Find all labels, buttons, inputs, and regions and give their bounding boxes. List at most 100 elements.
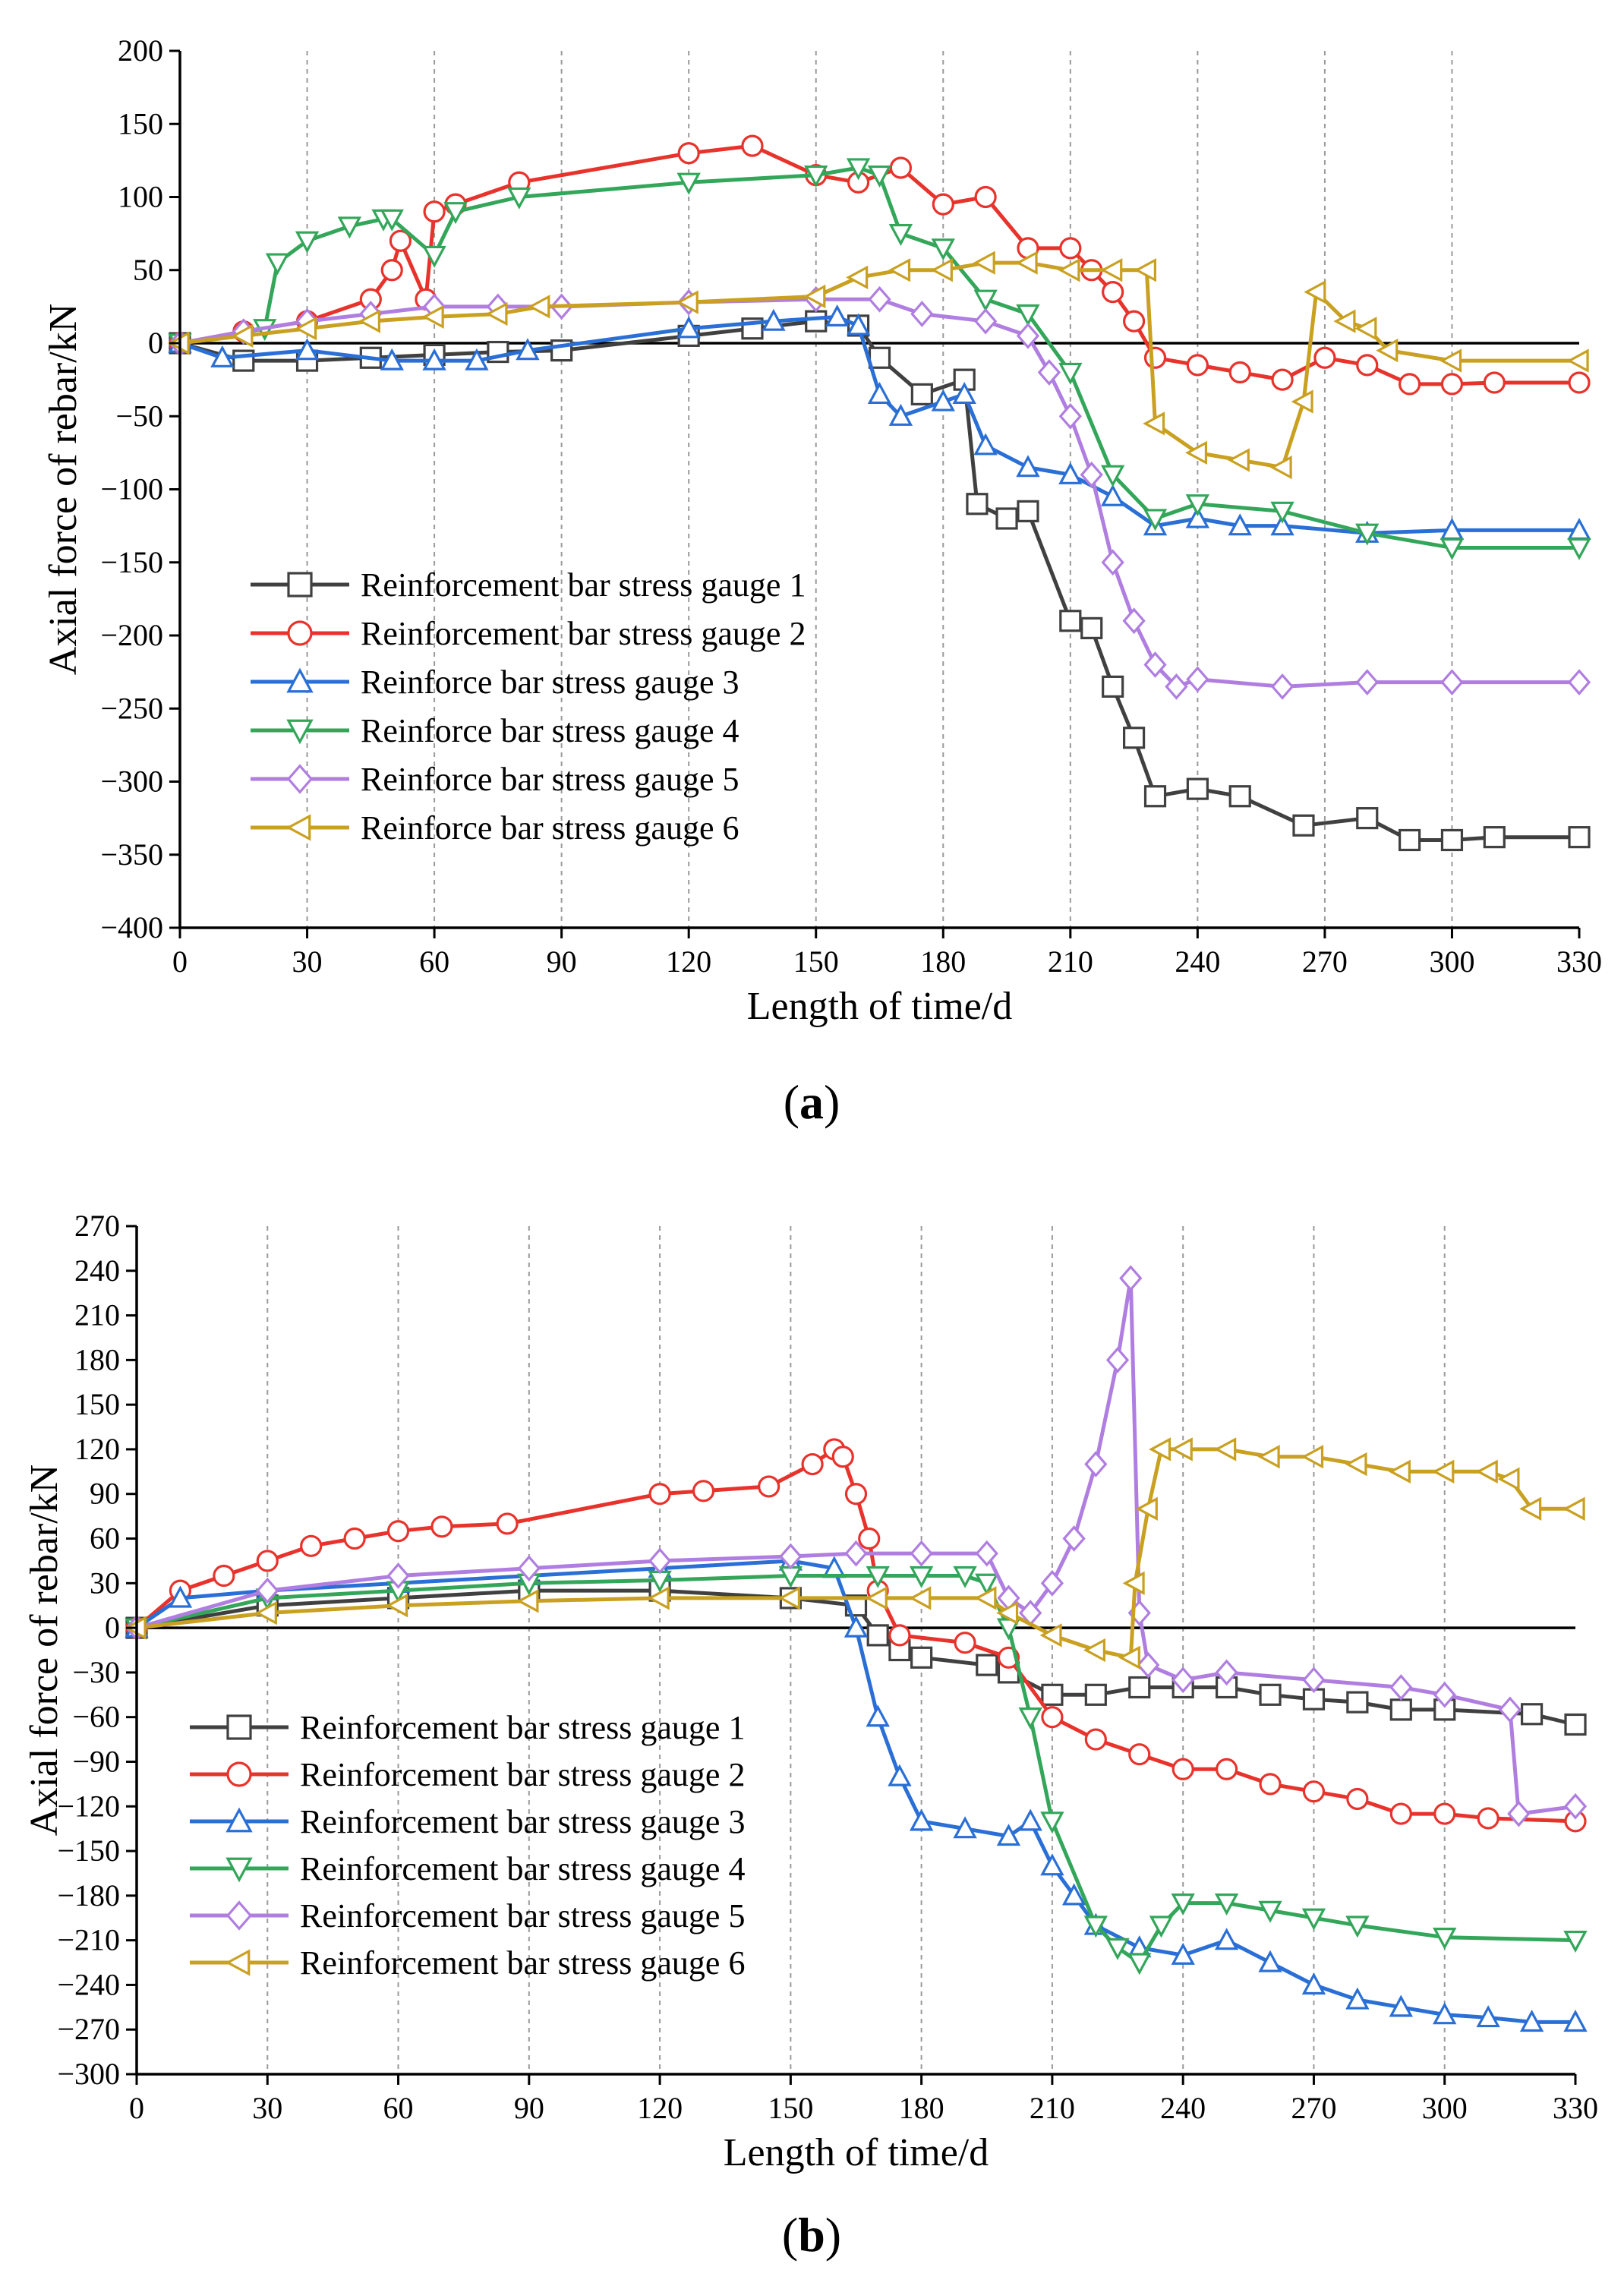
data-point xyxy=(973,433,998,456)
data-point xyxy=(1084,1683,1107,1706)
data-point xyxy=(1388,1459,1411,1484)
y-tick-label: −210 xyxy=(57,1923,120,1957)
legend-label: Reinforcement bar stress gauge 3 xyxy=(300,1803,745,1840)
x-tick-label: 150 xyxy=(793,944,839,979)
data-point xyxy=(953,1816,977,1839)
data-point xyxy=(1061,1883,1086,1906)
x-tick-label: 60 xyxy=(383,2091,414,2125)
data-point xyxy=(1433,1928,1457,1950)
data-point xyxy=(507,187,531,210)
y-tick-label: 50 xyxy=(133,253,163,287)
x-tick-label: 30 xyxy=(252,2091,282,2125)
y-tick-label: −150 xyxy=(57,1834,120,1868)
data-point xyxy=(1259,1773,1282,1796)
x-tick-label: 240 xyxy=(1175,944,1220,979)
data-point xyxy=(692,1480,715,1502)
data-point xyxy=(1186,666,1209,693)
data-point xyxy=(1059,237,1082,260)
data-point xyxy=(910,301,934,327)
data-point xyxy=(1301,1445,1324,1469)
data-point xyxy=(1568,826,1591,849)
data-point xyxy=(265,253,290,276)
data-point xyxy=(1018,1808,1042,1831)
series-6 xyxy=(124,1437,1585,1670)
data-point xyxy=(910,383,933,405)
data-point xyxy=(844,1483,868,1506)
data-point xyxy=(741,134,764,157)
data-point xyxy=(1432,1459,1455,1484)
data-point xyxy=(1149,1916,1174,1938)
data-point xyxy=(1563,2010,1588,2032)
data-point xyxy=(866,1566,890,1588)
legend-swatch-marker xyxy=(286,764,314,794)
series-line xyxy=(136,1574,1576,1965)
data-point xyxy=(1302,1780,1326,1803)
legend-label: Reinforcement bar stress gauge 1 xyxy=(361,566,806,604)
legend-label: Reinforcement bar stress gauge 2 xyxy=(300,1756,745,1793)
data-point xyxy=(1567,538,1591,560)
data-point xyxy=(1185,494,1210,517)
data-point xyxy=(1228,361,1251,384)
x-tick-label: 90 xyxy=(547,944,577,979)
data-point xyxy=(1519,2010,1544,2032)
y-tick-label: −250 xyxy=(100,691,163,725)
data-point xyxy=(758,1475,780,1498)
data-point xyxy=(1143,346,1167,369)
y-tick-label: 60 xyxy=(90,1521,120,1556)
x-tick-label: 270 xyxy=(1302,944,1348,979)
y-tick-label: 90 xyxy=(90,1477,120,1511)
data-point xyxy=(1389,1674,1413,1701)
data-point xyxy=(1083,1916,1108,1938)
legend-label: Reinforcement bar stress gauge 4 xyxy=(300,1850,745,1887)
data-point xyxy=(256,1577,279,1604)
data-point xyxy=(1143,509,1168,531)
data-point xyxy=(1301,1908,1326,1931)
legend-label: Reinforce bar stress gauge 4 xyxy=(361,712,739,749)
data-point xyxy=(485,301,508,326)
data-point xyxy=(210,345,235,367)
data-point xyxy=(1304,279,1326,304)
data-point xyxy=(1170,1437,1193,1461)
data-point xyxy=(930,258,953,282)
data-point xyxy=(1084,1451,1108,1477)
chart-panel-a: 200 150 100 50 0 −50 −100 −150 −200 −250 −300 −350 −… xyxy=(42,33,1602,1129)
data-point xyxy=(1355,669,1379,695)
data-point xyxy=(1389,1698,1412,1721)
data-point xyxy=(1497,1467,1520,1491)
legend-swatch-marker xyxy=(286,667,314,693)
y-tick-label: 0 xyxy=(105,1610,120,1644)
y-axis-label: Axial force of rebar/kN xyxy=(42,304,85,675)
data-point xyxy=(1227,448,1250,472)
data-point xyxy=(1399,828,1421,852)
legend: Reinforcement bar stress gauge 1 Reinforc… xyxy=(251,566,806,847)
x-tick-label: 180 xyxy=(920,944,966,979)
data-point xyxy=(648,1547,672,1575)
legend-item: Reinforcement bar stress gauge 2 xyxy=(190,1756,745,1793)
data-point xyxy=(1105,1938,1130,1960)
data-point xyxy=(231,323,254,348)
data-point xyxy=(1102,281,1124,304)
legend-item: Reinforce bar stress gauge 5 xyxy=(251,761,739,798)
data-point xyxy=(1135,1496,1158,1521)
data-point xyxy=(386,1520,410,1543)
data-point xyxy=(676,290,698,314)
data-point xyxy=(1346,1787,1369,1811)
data-point xyxy=(1058,258,1080,282)
data-point xyxy=(430,1515,453,1538)
legend-item: Reinforce bar stress gauge 3 xyxy=(251,664,739,701)
data-point xyxy=(1037,359,1061,386)
data-point xyxy=(1143,651,1167,678)
data-point xyxy=(1041,1706,1064,1729)
data-point xyxy=(976,1654,998,1676)
data-point xyxy=(1122,1571,1145,1595)
data-point xyxy=(909,1808,934,1831)
data-point xyxy=(1216,1758,1238,1780)
data-point xyxy=(762,308,786,331)
x-tick-label: 240 xyxy=(1160,2091,1206,2125)
legend-label: Reinforce bar stress gauge 3 xyxy=(361,664,739,701)
series-4 xyxy=(168,158,1591,560)
data-point xyxy=(846,158,871,181)
data-point xyxy=(952,382,976,405)
panel-caption: (b) xyxy=(782,2208,841,2262)
data-point xyxy=(295,231,320,254)
